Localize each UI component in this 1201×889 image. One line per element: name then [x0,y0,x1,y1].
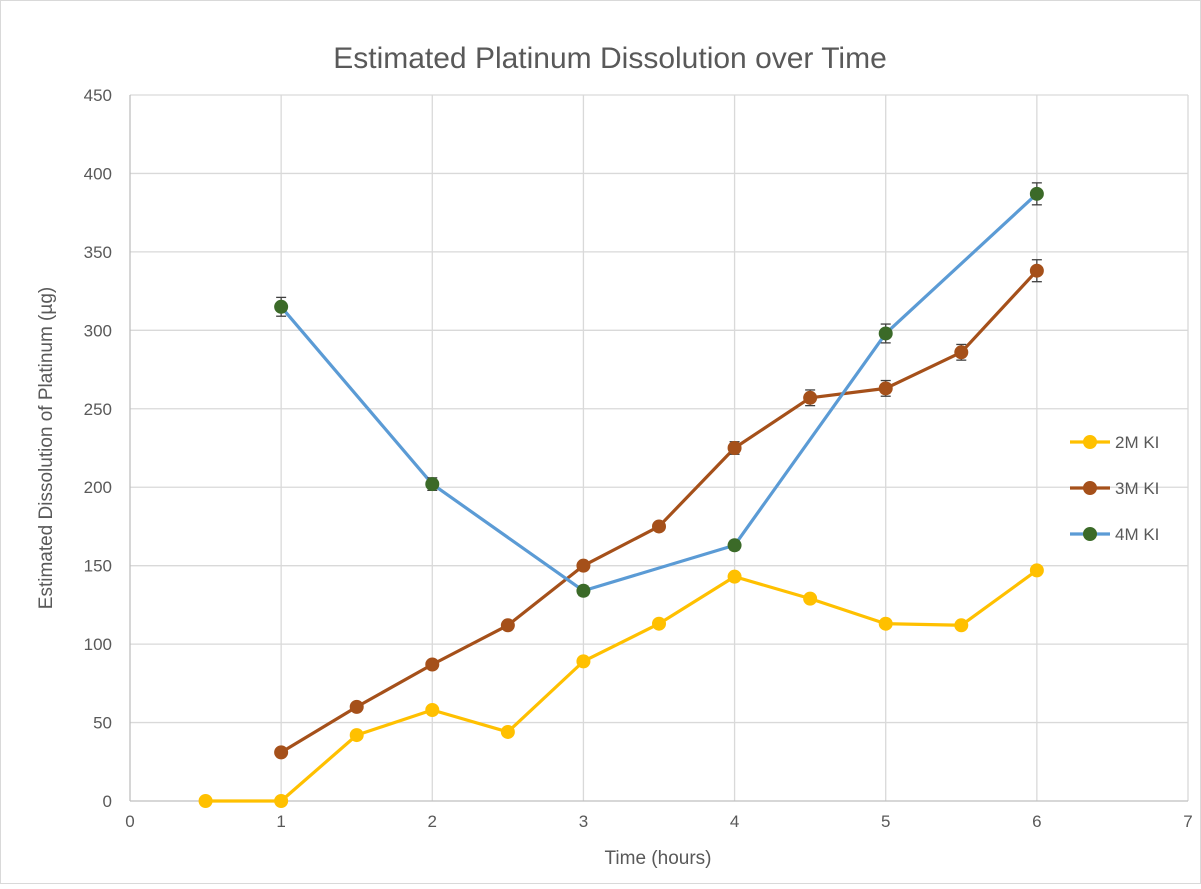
series-line-2m-ki [205,569,1038,803]
y-tick-label: 350 [84,243,112,262]
legend: 2M KI 3M KI 4M KI [1070,433,1159,544]
data-point-4m-ki [1029,186,1044,201]
x-tick-label: 2 [428,812,437,831]
legend-marker-2m-ki [1083,435,1097,449]
x-tick-label: 4 [730,812,739,831]
legend-marker-4m-ki [1083,527,1097,541]
data-point-4m-ki [878,326,893,341]
x-tick-label: 1 [276,812,285,831]
data-point-2m-ki [1029,563,1044,578]
y-tick-label: 400 [84,164,112,183]
data-point-4m-ki [425,477,440,492]
data-point-2m-ki [727,569,742,584]
data-point-3m-ki [878,381,893,396]
data-point-3m-ki [727,441,742,455]
data-point-2m-ki [954,618,969,633]
data-point-2m-ki [425,703,440,718]
legend-label-4m-ki: 4M KI [1115,525,1159,544]
data-point-3m-ki [349,699,364,714]
data-point-3m-ki [954,345,969,360]
data-point-2m-ki [803,591,818,606]
data-point-3m-ki [425,657,440,672]
y-tick-label: 450 [84,86,112,105]
y-tick-label: 50 [93,714,112,733]
legend-label-2m-ki: 2M KI [1115,433,1159,452]
gridlines [130,94,1189,801]
x-tick-label: 6 [1032,812,1041,831]
data-point-2m-ki [349,728,364,743]
y-tick-label: 200 [84,478,112,497]
legend-label-3m-ki: 3M KI [1115,479,1159,498]
data-point-2m-ki [274,794,289,808]
series-4m-ki [274,182,1044,598]
x-tick-label: 3 [579,812,588,831]
data-point-3m-ki [1029,263,1044,278]
data-point-3m-ki [803,390,818,405]
x-axis-title: Time (hours) [605,848,712,869]
series-line-4m-ki [279,192,1038,593]
data-point-4m-ki [274,299,289,314]
data-point-2m-ki [652,616,666,631]
series-3m-ki [274,259,1044,760]
data-point-3m-ki [274,745,289,760]
axes: 0 1 2 3 4 5 6 7 0 50 100 150 200 250 300 350 400 450 [84,86,1193,831]
y-tick-label: 0 [103,792,112,811]
data-point-2m-ki [198,794,213,808]
y-tick-label: 100 [84,635,112,654]
chart-title: Estimated Platinum Dissolution over Time [333,42,887,75]
y-tick-label: 300 [84,321,112,340]
data-point-3m-ki [576,558,591,573]
data-point-4m-ki [727,538,742,553]
series-layer [198,182,1044,808]
series-2m-ki [198,563,1044,808]
y-axis-title: Estimated Dissolution of Platinum (µg) [36,287,57,609]
y-tick-label: 150 [84,557,112,576]
data-point-4m-ki [576,583,591,598]
y-tick-label: 250 [84,400,112,419]
data-point-2m-ki [576,654,591,669]
data-point-2m-ki [500,724,515,739]
data-point-3m-ki [652,519,666,534]
x-tick-label: 7 [1183,812,1192,831]
x-tick-label: 5 [881,812,890,831]
legend-marker-3m-ki [1083,481,1097,495]
x-tick-label: 0 [125,812,134,831]
data-point-2m-ki [878,616,893,631]
data-point-3m-ki [500,618,515,633]
